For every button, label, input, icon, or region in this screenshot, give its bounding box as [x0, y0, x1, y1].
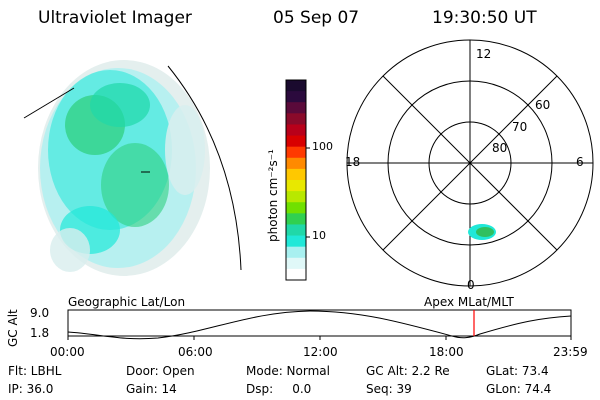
- x-tick-0600: 06:00: [178, 345, 213, 359]
- date-label: 05 Sep 07: [273, 8, 360, 28]
- glat-info: GLat: 73.4: [486, 364, 549, 378]
- colorbar-segment: [286, 113, 306, 125]
- colorbar-unit-label: photon cm⁻²s⁻¹: [266, 149, 280, 242]
- colorbar-segment: [286, 235, 306, 248]
- altitude-y-label: GC Alt: [6, 309, 20, 347]
- glon-info: GLon: 74.4: [486, 382, 552, 396]
- colorbar-segment: [286, 124, 306, 137]
- colorbar-border: [285, 79, 307, 281]
- x-tick-1800: 18:00: [429, 345, 464, 359]
- x-tick-1200: 12:00: [303, 345, 338, 359]
- altitude-plot: [67, 309, 572, 340]
- colorbar-segment: [286, 257, 306, 270]
- gc-alt-info: GC Alt: 2.2 Re: [366, 364, 450, 378]
- ip-info: IP: 36.0: [8, 382, 54, 396]
- colorbar-segment: [286, 146, 306, 159]
- colorbar-segment: [286, 213, 306, 225]
- colorbar-segment: [286, 135, 306, 148]
- time-label: 19:30:50 UT: [432, 8, 537, 28]
- altitude-y-tick-min: 1.8: [30, 326, 50, 340]
- colorbar-segment: [286, 91, 306, 103]
- colorbar-segment: [286, 191, 306, 203]
- seq-info: Seq: 39: [366, 382, 412, 396]
- colorbar-segment: [286, 268, 306, 281]
- color-bar: [285, 79, 310, 281]
- mlt-label-12: 12: [476, 47, 492, 61]
- lat-label-70: 70: [512, 120, 528, 134]
- colorbar-segment: [286, 80, 306, 92]
- mlt-label-6: 6: [576, 155, 584, 169]
- mlt-label-0: 0: [467, 278, 475, 292]
- gain-info: Gain: 14: [126, 382, 177, 396]
- colorbar-segment: [286, 246, 306, 259]
- altitude-y-tick-max: 9.0: [30, 306, 50, 320]
- x-tick-2359: 23:59: [553, 345, 588, 359]
- colorbar-segment: [286, 102, 306, 114]
- polar-plot: [346, 39, 594, 287]
- lat-label-80: 80: [492, 141, 508, 155]
- colorbar-segment: [286, 202, 306, 214]
- colorbar-tick-10: 10: [312, 229, 326, 242]
- instrument-title: Ultraviolet Imager: [38, 8, 192, 28]
- altitude-right-title: Apex MLat/MLT: [424, 295, 514, 309]
- filter-info: Flt: LBHL: [8, 364, 62, 378]
- colorbar-segment: [286, 168, 306, 181]
- dsp-info: Dsp: 0.0: [246, 382, 312, 396]
- geographic-image: [23, 60, 242, 276]
- colorbar-segment: [286, 180, 306, 192]
- colorbar-segment: [286, 157, 306, 170]
- mlt-label-18: 18: [345, 155, 361, 169]
- x-tick-0000: 00:00: [50, 345, 85, 359]
- mode-info: Mode: Normal: [246, 364, 330, 378]
- altitude-left-title: Geographic Lat/Lon: [68, 295, 186, 309]
- door-info: Door: Open: [126, 364, 195, 378]
- lat-label-60: 60: [535, 98, 551, 112]
- colorbar-tick-100: 100: [312, 140, 333, 153]
- colorbar-segment: [286, 224, 306, 237]
